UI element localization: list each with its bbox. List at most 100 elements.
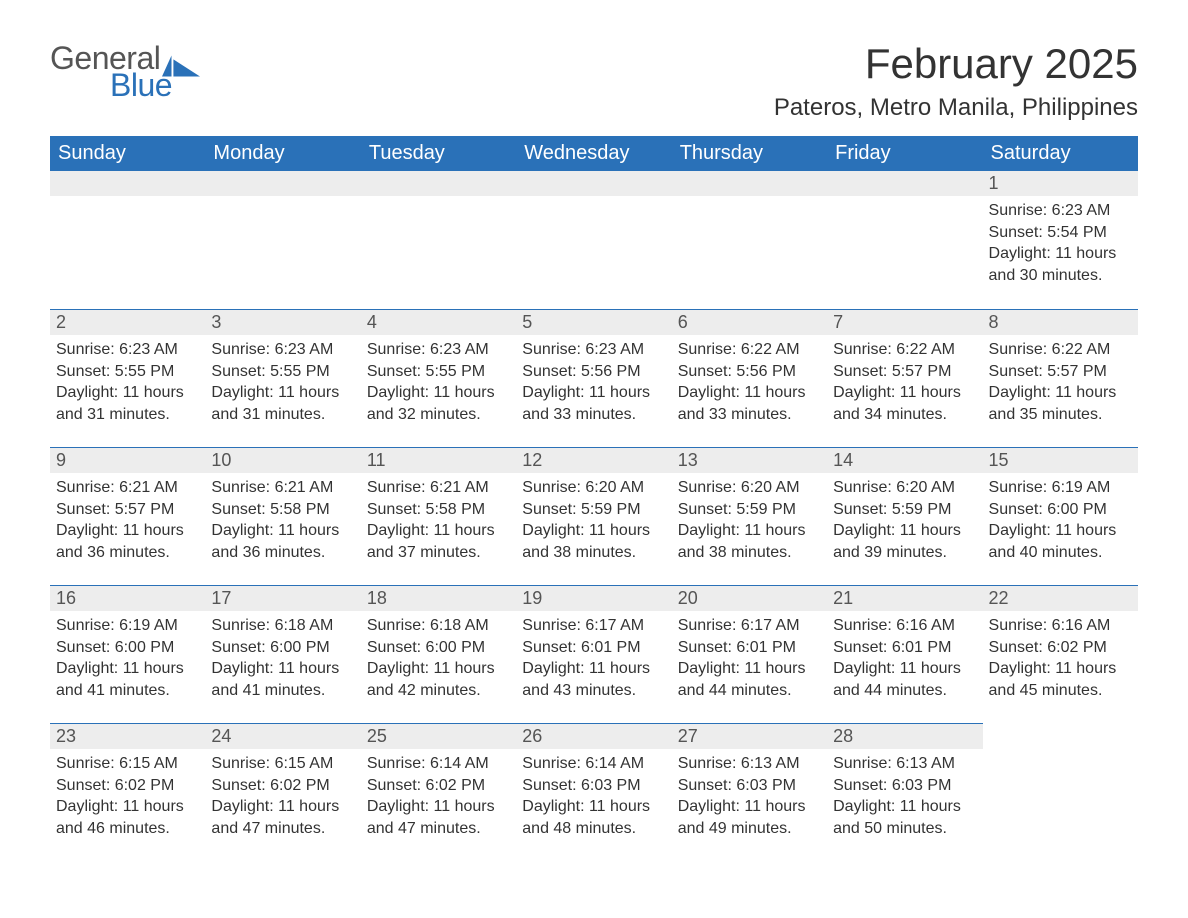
day-body xyxy=(672,196,827,208)
daylight-line-2: and 47 minutes. xyxy=(211,818,354,840)
sunrise-line: Sunrise: 6:17 AM xyxy=(678,615,821,637)
daylight-line-2: and 44 minutes. xyxy=(833,680,976,702)
daylight-line-2: and 37 minutes. xyxy=(367,542,510,564)
daylight-line-1: Daylight: 11 hours xyxy=(211,658,354,680)
week-row: 23 Sunrise: 6:15 AM Sunset: 6:02 PM Dayligh… xyxy=(50,723,1138,861)
sunset-line: Sunset: 5:57 PM xyxy=(56,499,199,521)
day-cell: 19 Sunrise: 6:17 AMSunset: 6:01 PMDayligh… xyxy=(516,585,671,723)
daylight-line-2: and 41 minutes. xyxy=(56,680,199,702)
daylight-line-1: Daylight: 11 hours xyxy=(367,520,510,542)
day-cell: 7Sunrise: 6:22 AMSunset: 5:57 PMDaylight… xyxy=(827,309,982,447)
day-number: 28 xyxy=(833,726,853,746)
day-number-row: 23 xyxy=(50,723,205,749)
daylight-line-1: Daylight: 11 hours xyxy=(56,382,199,404)
sunset-line: Sunset: 6:00 PM xyxy=(989,499,1132,521)
daylight-line-2: and 33 minutes. xyxy=(678,404,821,426)
day-body: Sunrise: 6:17 AMSunset: 6:01 PMDaylight:… xyxy=(516,611,671,709)
sunset-line: Sunset: 6:00 PM xyxy=(56,637,199,659)
sunrise-line: Sunrise: 6:19 AM xyxy=(989,477,1132,499)
day-body xyxy=(205,196,360,208)
weekday-header: Wednesday xyxy=(516,136,671,171)
day-body: Sunrise: 6:23 AMSunset: 5:54 PMDaylight:… xyxy=(983,196,1138,294)
sunrise-line: Sunrise: 6:13 AM xyxy=(833,753,976,775)
weekday-header: Friday xyxy=(827,136,982,171)
sunset-line: Sunset: 6:03 PM xyxy=(833,775,976,797)
daylight-line-1: Daylight: 11 hours xyxy=(367,658,510,680)
day-body: Sunrise: 6:23 AMSunset: 5:56 PMDaylight:… xyxy=(516,335,671,433)
day-number-row: 18 xyxy=(361,585,516,611)
daylight-line-2: and 43 minutes. xyxy=(522,680,665,702)
day-cell: 25Sunrise: 6:14 AMSunset: 6:02 PMDayligh… xyxy=(361,723,516,861)
sunrise-line: Sunrise: 6:21 AM xyxy=(211,477,354,499)
day-number-row: 10 xyxy=(205,447,360,473)
sunrise-line: Sunrise: 6:19 AM xyxy=(56,615,199,637)
day-number: 23 xyxy=(56,726,76,746)
sunset-line: Sunset: 5:59 PM xyxy=(678,499,821,521)
daylight-line-1: Daylight: 11 hours xyxy=(833,796,976,818)
sunset-line: Sunset: 6:00 PM xyxy=(367,637,510,659)
sunset-line: Sunset: 6:02 PM xyxy=(367,775,510,797)
day-number-row: 1 xyxy=(983,171,1138,196)
day-number: 10 xyxy=(211,450,231,470)
day-body xyxy=(983,749,1138,761)
daylight-line-2: and 33 minutes. xyxy=(522,404,665,426)
daylight-line-2: and 50 minutes. xyxy=(833,818,976,840)
day-body: Sunrise: 6:18 AMSunset: 6:00 PMDaylight:… xyxy=(361,611,516,709)
month-title: February 2025 xyxy=(774,40,1138,88)
daylight-line-1: Daylight: 11 hours xyxy=(678,520,821,542)
day-cell xyxy=(205,171,360,309)
day-number: 22 xyxy=(989,588,1009,608)
day-cell: 5 Sunrise: 6:23 AMSunset: 5:56 PMDaylight… xyxy=(516,309,671,447)
sunrise-line: Sunrise: 6:23 AM xyxy=(211,339,354,361)
sunrise-line: Sunrise: 6:13 AM xyxy=(678,753,821,775)
day-number-row: 24 xyxy=(205,723,360,749)
day-number: 6 xyxy=(678,312,688,332)
day-cell: 15 Sunrise: 6:19 AMSunset: 6:00 PMDayligh… xyxy=(983,447,1138,585)
sunset-line: Sunset: 5:55 PM xyxy=(56,361,199,383)
sunrise-line: Sunrise: 6:16 AM xyxy=(989,615,1132,637)
day-cell: 27Sunrise: 6:13 AMSunset: 6:03 PMDayligh… xyxy=(672,723,827,861)
day-number-row: 2 xyxy=(50,309,205,335)
day-number-row: 16 xyxy=(50,585,205,611)
week-row: 16Sunrise: 6:19 AMSunset: 6:00 PMDayligh… xyxy=(50,585,1138,723)
day-number: 5 xyxy=(522,312,532,332)
daylight-line-2: and 48 minutes. xyxy=(522,818,665,840)
sunrise-line: Sunrise: 6:22 AM xyxy=(678,339,821,361)
day-cell: 16Sunrise: 6:19 AMSunset: 6:00 PMDayligh… xyxy=(50,585,205,723)
daylight-line-1: Daylight: 11 hours xyxy=(989,520,1132,542)
daylight-line-2: and 35 minutes. xyxy=(989,404,1132,426)
day-body: Sunrise: 6:13 AMSunset: 6:03 PMDaylight:… xyxy=(827,749,982,847)
day-body xyxy=(827,196,982,208)
weekday-header: Thursday xyxy=(672,136,827,171)
day-cell: 17Sunrise: 6:18 AMSunset: 6:00 PMDayligh… xyxy=(205,585,360,723)
daylight-line-2: and 46 minutes. xyxy=(56,818,199,840)
day-number: 27 xyxy=(678,726,698,746)
day-number: 9 xyxy=(56,450,66,470)
day-number: 3 xyxy=(211,312,221,332)
day-number: 14 xyxy=(833,450,853,470)
day-cell: 2Sunrise: 6:23 AMSunset: 5:55 PMDaylight… xyxy=(50,309,205,447)
day-number: 20 xyxy=(678,588,698,608)
daylight-line-2: and 38 minutes. xyxy=(522,542,665,564)
day-number-row xyxy=(672,171,827,196)
daylight-line-2: and 30 minutes. xyxy=(989,265,1132,287)
day-body: Sunrise: 6:14 AMSunset: 6:02 PMDaylight:… xyxy=(361,749,516,847)
day-body: Sunrise: 6:16 AMSunset: 6:01 PMDaylight:… xyxy=(827,611,982,709)
day-number-row: 26 xyxy=(516,723,671,749)
day-number: 16 xyxy=(56,588,76,608)
day-number: 7 xyxy=(833,312,843,332)
daylight-line-1: Daylight: 11 hours xyxy=(833,658,976,680)
sunrise-line: Sunrise: 6:15 AM xyxy=(56,753,199,775)
sunset-line: Sunset: 6:01 PM xyxy=(833,637,976,659)
day-number: 21 xyxy=(833,588,853,608)
day-cell: 18Sunrise: 6:18 AMSunset: 6:00 PMDayligh… xyxy=(361,585,516,723)
day-number: 19 xyxy=(522,588,542,608)
day-body: Sunrise: 6:20 AMSunset: 5:59 PMDaylight:… xyxy=(672,473,827,571)
day-number: 15 xyxy=(989,450,1009,470)
day-cell: 28 Sunrise: 6:13 AMSunset: 6:03 PMDayligh… xyxy=(827,723,982,861)
weekday-header: Sunday xyxy=(50,136,205,171)
sunrise-line: Sunrise: 6:16 AM xyxy=(833,615,976,637)
day-cell xyxy=(516,171,671,309)
weekday-header: Tuesday xyxy=(361,136,516,171)
sunset-line: Sunset: 5:56 PM xyxy=(678,361,821,383)
